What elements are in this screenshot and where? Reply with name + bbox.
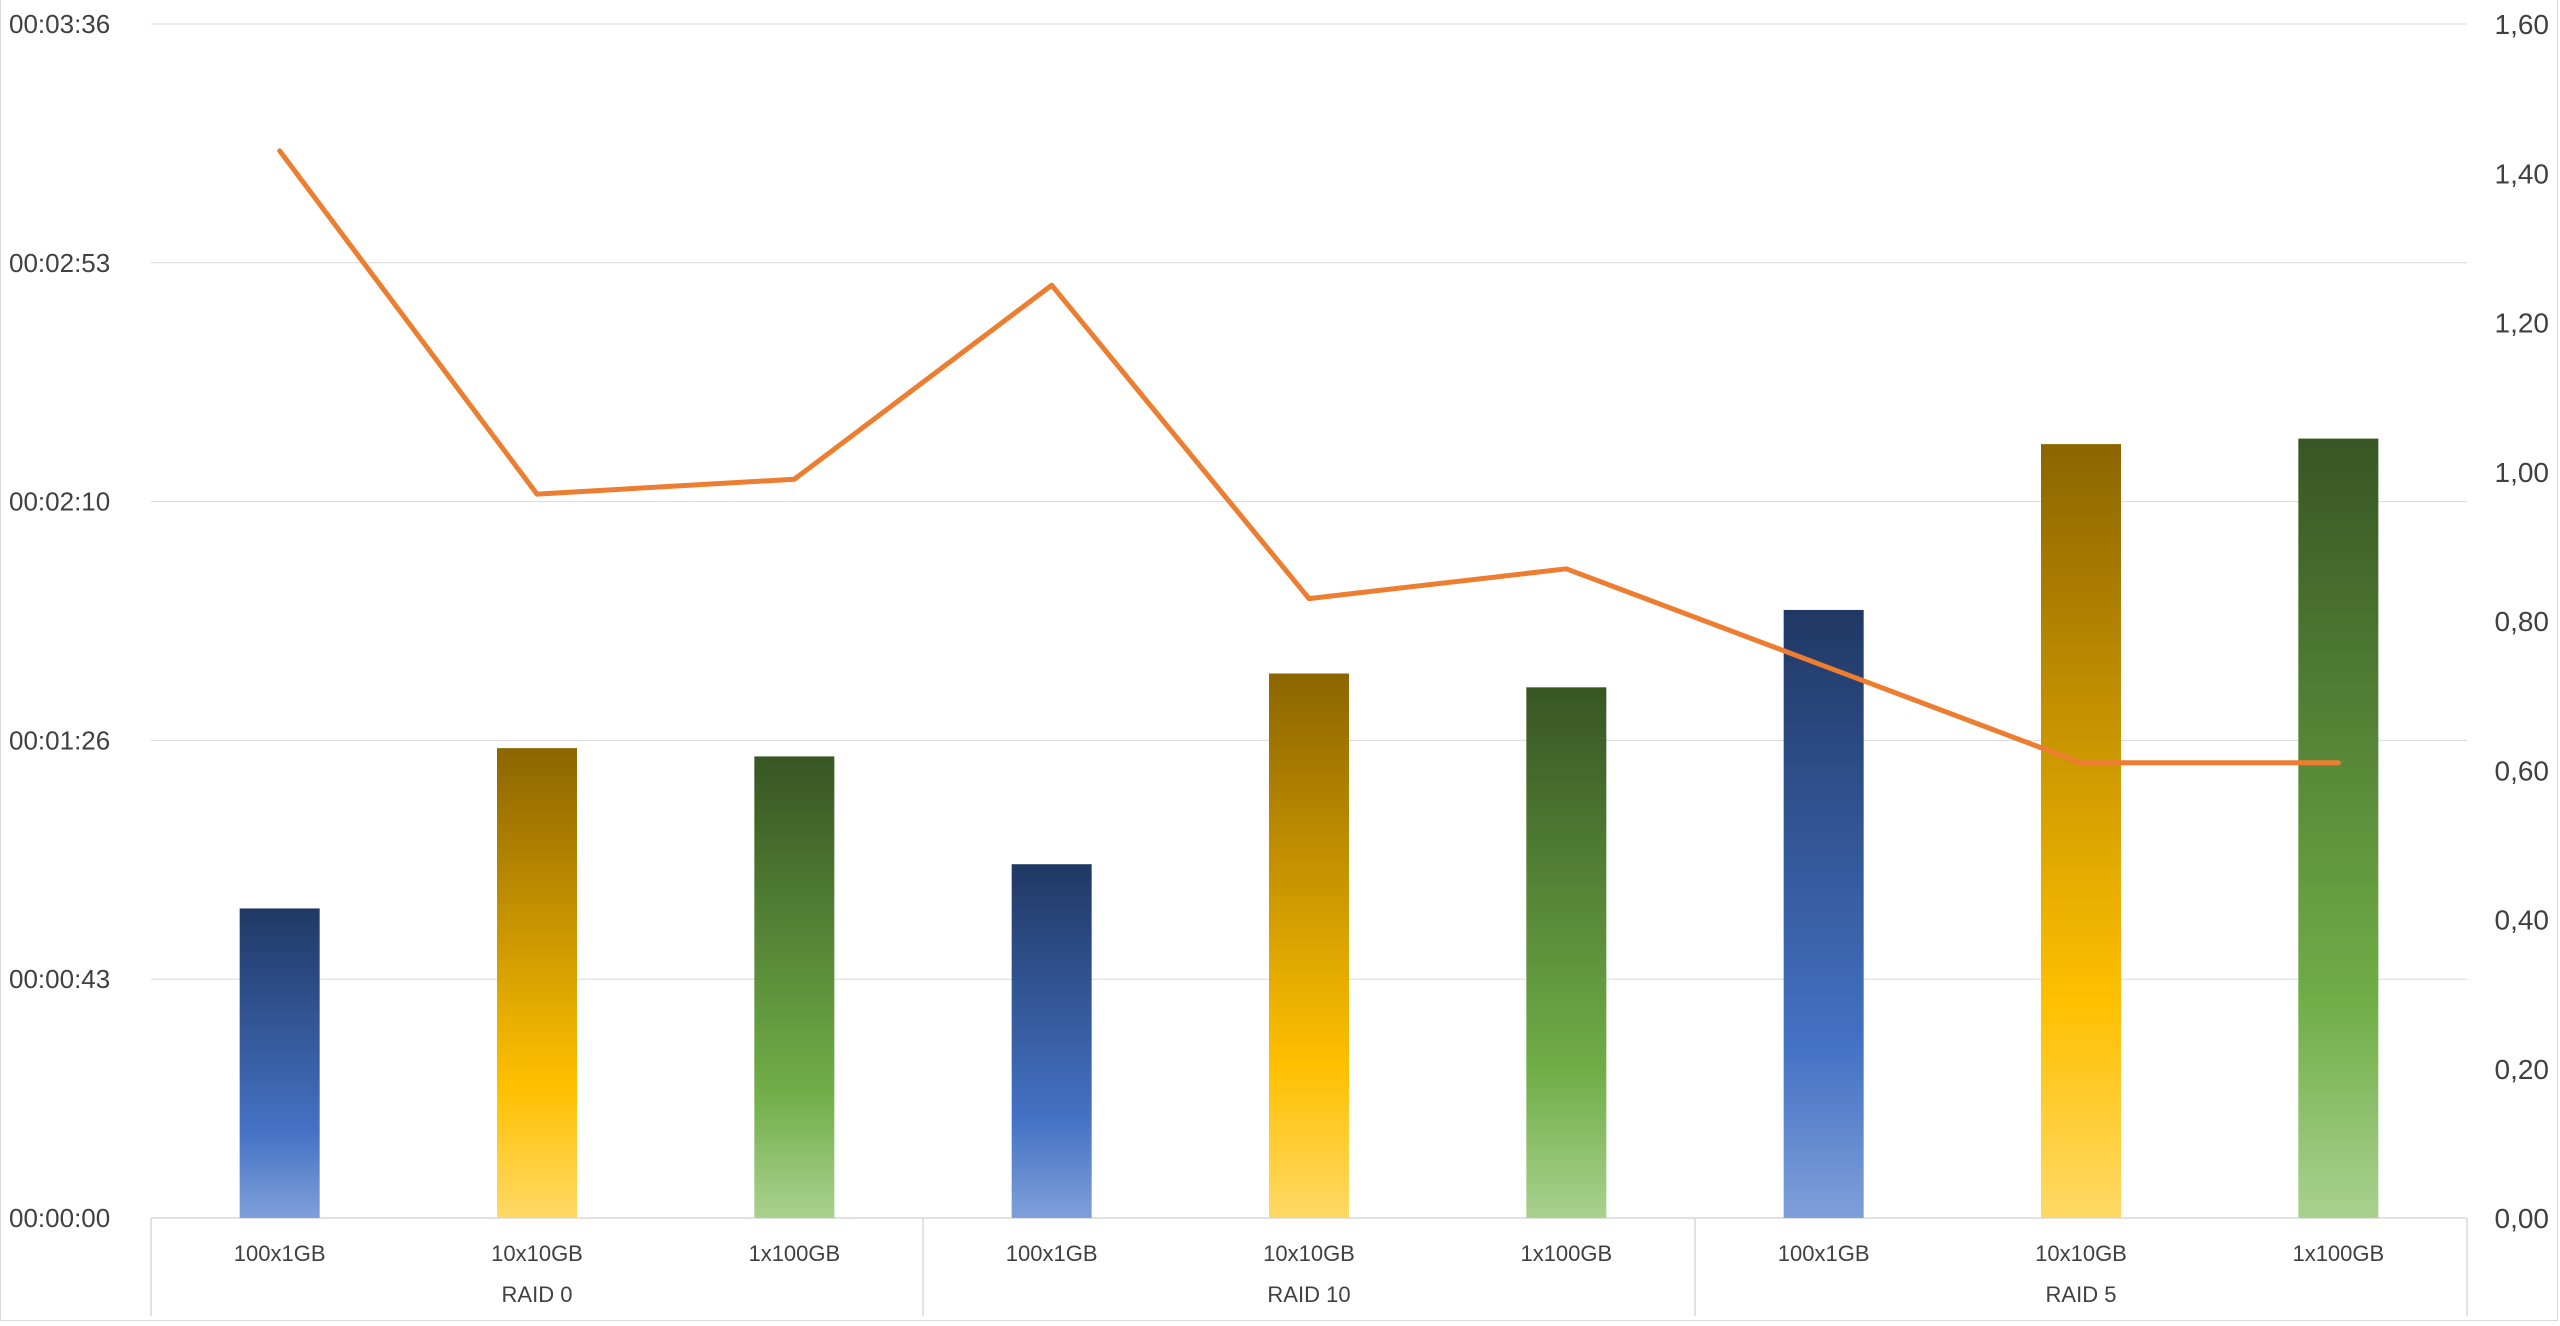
x-category-label: 10x10GB (1263, 1241, 1355, 1266)
bar (754, 756, 835, 1218)
left-y-axis: 00:00:00 00:00:43 00:01:26 00:02:10 00:02:53… (9, 9, 110, 1233)
y-left-tick-label: 00:00:00 (9, 1203, 110, 1233)
y-right-tick-label: 0,40 (2495, 905, 2550, 936)
x-group-label: RAID 5 (2046, 1282, 2117, 1307)
y-right-tick-label: 0,60 (2495, 755, 2550, 786)
x-group-label: RAID 0 (502, 1282, 573, 1307)
bar (1011, 864, 1092, 1218)
y-right-tick-label: 1,40 (2495, 158, 2550, 189)
x-category-label: 100x1GB (1006, 1241, 1098, 1266)
x-group-label: RAID 10 (1267, 1282, 1350, 1307)
x-category-label: 100x1GB (1778, 1241, 1870, 1266)
y-right-tick-label: 1,20 (2495, 308, 2550, 339)
x-category-label: 100x1GB (234, 1241, 326, 1266)
bar (2298, 438, 2379, 1218)
x-category-label: 1x100GB (748, 1241, 840, 1266)
y-left-tick-label: 00:02:53 (9, 248, 110, 278)
right-y-axis: 0,00 0,20 0,40 0,60 0,80 1,00 1,20 1,40 1,60 (2495, 9, 2550, 1234)
bar (1269, 673, 1349, 1218)
bar (1526, 687, 1607, 1218)
y-left-tick-label: 00:00:43 (9, 964, 110, 994)
y-right-tick-label: 0,00 (2495, 1203, 2550, 1234)
y-right-tick-label: 0,20 (2495, 1054, 2550, 1085)
bar (1783, 609, 1864, 1218)
x-axis: 100x1GB 10x10GB 1x100GB 100x1GB 10x10GB 1x100… (150, 1218, 2468, 1316)
y-right-tick-label: 1,60 (2495, 9, 2550, 40)
line-series (277, 148, 2341, 766)
bar-series (239, 438, 2379, 1219)
x-category-label: 1x100GB (2292, 1241, 2384, 1266)
y-right-tick-label: 1,00 (2495, 457, 2550, 488)
y-right-tick-label: 0,80 (2495, 606, 2550, 637)
y-left-tick-label: 00:01:26 (9, 725, 110, 755)
bar (497, 748, 577, 1218)
bar (239, 908, 320, 1218)
x-category-label: 10x10GB (491, 1241, 583, 1266)
bar (2041, 444, 2121, 1219)
x-category-label: 1x100GB (1520, 1241, 1612, 1266)
x-category-label: 10x10GB (2035, 1241, 2127, 1266)
y-left-tick-label: 00:02:10 (9, 487, 110, 517)
series-line (277, 148, 2341, 766)
y-left-tick-label: 00:03:36 (9, 9, 110, 39)
